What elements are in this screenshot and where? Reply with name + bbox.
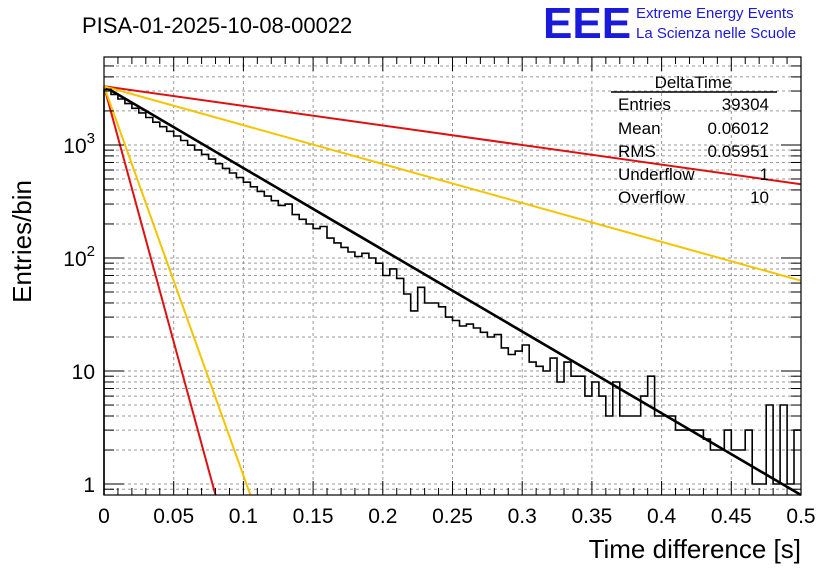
axis-ticks: [103, 56, 802, 496]
x-tick-label: 0.35: [571, 505, 612, 528]
stats-label-underflow: Underflow: [618, 165, 695, 184]
y-tick-labels: 1 10 102 103: [63, 130, 95, 497]
x-axis-title: Time difference [s]: [589, 534, 801, 564]
stats-value-underflow: 1: [760, 165, 769, 184]
y-tick-label: 1: [83, 474, 95, 497]
series-red-steep: [103, 86, 217, 496]
x-tick-label: 0.4: [647, 505, 677, 528]
x-tick-label: 0: [98, 505, 110, 528]
logo-line-1: Extreme Energy Events: [636, 5, 794, 22]
stats-label-mean: Mean: [618, 119, 661, 138]
y-tick-label: 103: [63, 130, 95, 158]
stats-label-rms: RMS: [618, 142, 656, 161]
stats-title: DeltaTime: [655, 73, 732, 92]
x-tick-label: 0.5: [786, 505, 815, 528]
series-red-shallow: [103, 85, 802, 186]
x-tick-label: 0.25: [432, 505, 473, 528]
plot-title: PISA-01-2025-10-08-00022: [82, 13, 352, 38]
eee-logo: EEE Extreme Energy Events La Scienza nel…: [543, 0, 796, 48]
y-tick-label: 10: [72, 361, 95, 384]
x-tick-label: 0.05: [153, 505, 194, 528]
grid-lines: [103, 56, 802, 496]
x-tick-labels: 0 0.05 0.1 0.15 0.2 0.25 0.3 0.35 0.4 0.45 0.5: [98, 505, 815, 528]
stats-box: DeltaTime Entries 39304 Mean 0.06012 RMS…: [611, 73, 777, 207]
stats-label-entries: Entries: [618, 95, 671, 114]
y-axis-title: Entries/bin: [7, 180, 37, 303]
series-orange-shallow: [103, 85, 802, 282]
histogram-series: [103, 88, 801, 495]
x-tick-label: 0.1: [229, 505, 258, 528]
fit-curves: [103, 85, 802, 497]
stats-label-overflow: Overflow: [618, 188, 686, 207]
logo-line-2: La Scienza nelle Scuole: [636, 25, 796, 42]
stats-value-mean: 0.06012: [708, 119, 769, 138]
x-tick-label: 0.45: [711, 505, 752, 528]
series-orange-steep: [103, 85, 252, 496]
x-tick-label: 0.3: [508, 505, 537, 528]
x-tick-label: 0.2: [368, 505, 397, 528]
stats-value-entries: 39304: [722, 95, 769, 114]
y-tick-label: 102: [63, 243, 95, 271]
histogram-steps: [103, 88, 801, 495]
logo-mark: EEE: [543, 0, 631, 48]
stats-value-rms: 0.05951: [708, 142, 769, 161]
stats-value-overflow: 10: [750, 188, 769, 207]
series-fit: [103, 85, 802, 497]
x-tick-label: 0.15: [293, 505, 334, 528]
